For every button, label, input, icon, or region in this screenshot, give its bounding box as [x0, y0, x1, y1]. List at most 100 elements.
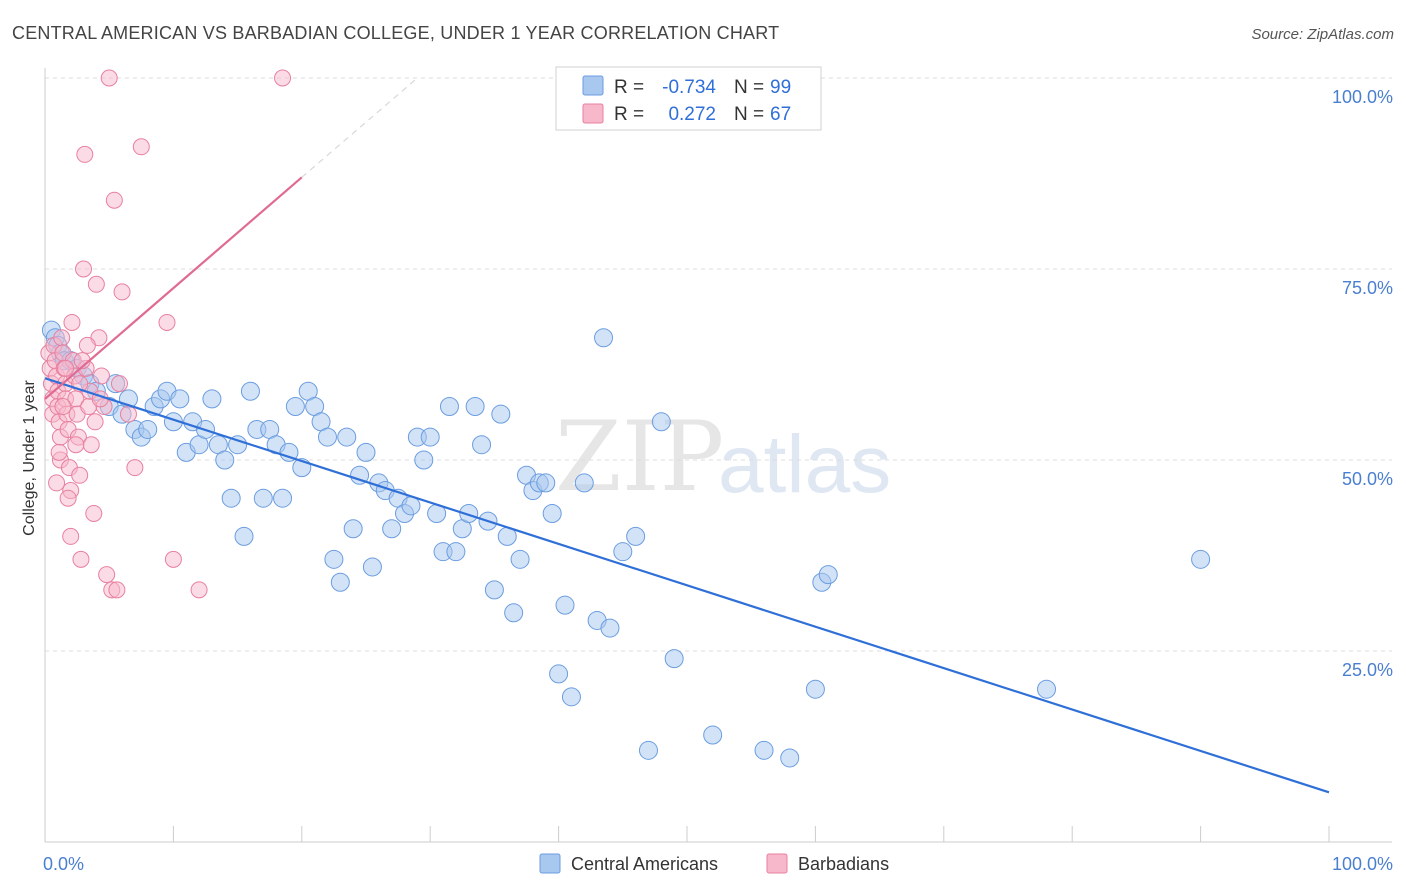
trend-lines: [44, 77, 1330, 794]
point-barbadians: [57, 359, 75, 377]
point-barbadians: [190, 581, 208, 599]
point-central-americans: [472, 435, 492, 455]
point-central-americans: [234, 526, 254, 546]
trend-line-extension-barbadians: [301, 77, 418, 178]
y-axis-label: College, Under 1 year: [21, 380, 38, 536]
point-barbadians: [59, 489, 77, 507]
point-barbadians: [85, 504, 103, 522]
point-central-americans: [439, 397, 459, 417]
point-central-americans: [330, 572, 350, 592]
point-central-americans: [240, 381, 260, 401]
point-central-americans: [317, 427, 337, 447]
point-barbadians: [110, 375, 128, 393]
watermark-atlas: atlas: [718, 419, 891, 510]
point-central-americans: [215, 450, 235, 470]
x-tick-label: 100.0%: [1332, 854, 1393, 874]
point-central-americans: [324, 549, 344, 569]
point-central-americans: [446, 542, 466, 562]
point-central-americans: [420, 427, 440, 447]
point-central-americans: [170, 389, 190, 409]
axes: [44, 68, 1392, 843]
point-barbadians: [132, 138, 150, 156]
point-central-americans: [279, 442, 299, 462]
point-central-americans: [356, 442, 376, 462]
point-barbadians: [113, 283, 131, 301]
legend-label-barbadians: Barbadians: [798, 854, 889, 874]
point-central-americans: [401, 496, 421, 516]
point-barbadians: [67, 436, 85, 454]
point-central-americans: [600, 618, 620, 638]
point-central-americans: [613, 542, 633, 562]
point-central-americans: [626, 526, 646, 546]
point-central-americans: [484, 580, 504, 600]
stats-legend-n-value: 99: [770, 77, 791, 98]
point-central-americans: [594, 328, 614, 348]
point-central-americans: [459, 503, 479, 523]
point-central-americans: [253, 488, 273, 508]
stats-legend-r-label: R =: [614, 104, 644, 125]
y-tick-label: 50.0%: [1342, 469, 1393, 489]
stats-legend-swatch-barbadians: [582, 103, 604, 124]
point-barbadians: [71, 466, 89, 484]
point-barbadians: [105, 191, 123, 209]
point-barbadians: [75, 260, 93, 278]
point-barbadians: [158, 313, 176, 331]
grid-lines: [45, 77, 1392, 652]
point-central-americans: [574, 473, 594, 493]
point-central-americans: [202, 389, 222, 409]
stats-legend-swatch-central-americans: [582, 75, 604, 96]
legend-label-central-americans: Central Americans: [571, 854, 718, 874]
point-central-americans: [343, 519, 363, 539]
legend-swatch-central-americans: [539, 853, 561, 874]
y-tick-label: 100.0%: [1332, 87, 1393, 107]
point-central-americans: [337, 427, 357, 447]
stats-legend-n-value: 67: [770, 104, 791, 125]
point-barbadians: [274, 69, 292, 87]
point-central-americans: [350, 465, 370, 485]
point-central-americans: [555, 595, 575, 615]
stats-legend-r-value: -0.734: [662, 77, 716, 98]
chart-title: CENTRAL AMERICAN VS BARBADIAN COLLEGE, U…: [12, 23, 779, 43]
point-central-americans: [221, 488, 241, 508]
point-central-americans: [549, 664, 569, 684]
point-barbadians: [50, 443, 68, 461]
point-central-americans: [638, 740, 658, 760]
point-barbadians: [54, 398, 72, 416]
point-central-americans: [510, 549, 530, 569]
point-central-americans: [780, 748, 800, 768]
point-barbadians: [78, 336, 96, 354]
point-barbadians: [62, 527, 80, 545]
point-central-americans: [138, 419, 158, 439]
point-barbadians: [126, 459, 144, 477]
point-central-americans: [228, 435, 248, 455]
point-central-americans: [561, 687, 581, 707]
point-barbadians: [53, 329, 71, 347]
point-barbadians: [108, 581, 126, 599]
point-central-americans: [536, 473, 556, 493]
point-barbadians: [82, 436, 100, 454]
point-barbadians: [86, 413, 104, 431]
point-central-americans: [382, 519, 402, 539]
point-central-americans: [273, 488, 293, 508]
watermark-zip: ZIP: [555, 401, 724, 513]
point-barbadians: [98, 566, 116, 584]
y-tick-label: 25.0%: [1342, 660, 1393, 680]
point-barbadians: [76, 145, 94, 163]
point-central-americans: [504, 603, 524, 623]
stats-legend: R = -0.734 N = 99 R = 0.272 N = 67: [555, 66, 822, 131]
point-central-americans: [414, 450, 434, 470]
x-tick-label: 0.0%: [43, 854, 84, 874]
legend-swatch-barbadians: [766, 853, 788, 874]
point-barbadians: [87, 275, 105, 293]
stats-legend-r-label: R =: [614, 77, 644, 98]
y-tick-label: 75.0%: [1342, 278, 1393, 298]
tick-labels: 100.0% 75.0% 50.0% 25.0% 0.0% 100.0%: [43, 87, 1393, 874]
point-barbadians: [92, 367, 110, 385]
point-central-americans: [285, 397, 305, 417]
point-central-americans: [1037, 679, 1057, 699]
stats-legend-r-value: 0.272: [668, 104, 716, 125]
point-central-americans: [754, 740, 774, 760]
trend-line-central-americans: [44, 377, 1330, 794]
point-central-americans: [664, 649, 684, 669]
